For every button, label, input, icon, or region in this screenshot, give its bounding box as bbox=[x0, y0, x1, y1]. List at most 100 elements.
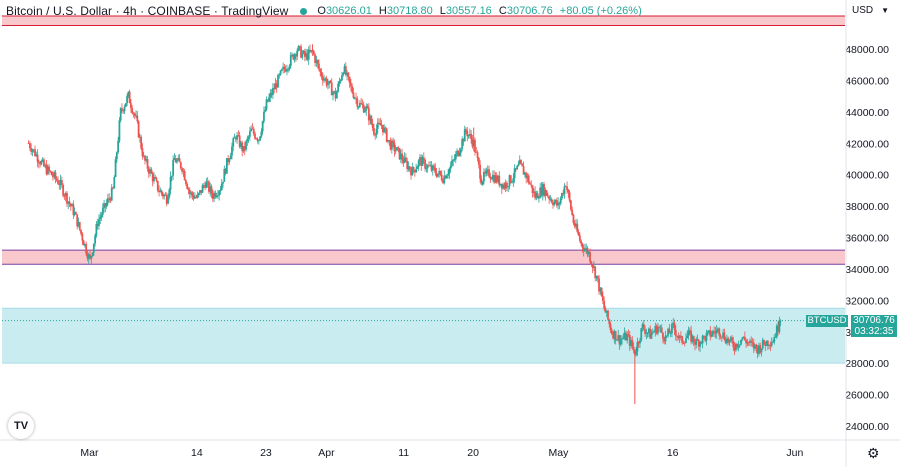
candle-body bbox=[442, 180, 444, 184]
candle-body bbox=[651, 332, 654, 334]
candle-body bbox=[374, 134, 377, 136]
candle-body bbox=[541, 184, 544, 196]
candle-body bbox=[48, 166, 50, 171]
candle-body bbox=[101, 208, 104, 215]
candle-body bbox=[216, 195, 219, 197]
candle-body bbox=[291, 54, 293, 56]
currency-label: USD bbox=[852, 5, 874, 16]
candle-body bbox=[500, 183, 503, 189]
candle-body bbox=[394, 150, 397, 152]
candle-body bbox=[765, 340, 768, 346]
candle-body bbox=[34, 149, 36, 156]
candle-body bbox=[671, 323, 673, 334]
x-tick-label: 14 bbox=[191, 447, 203, 459]
candle-body bbox=[708, 330, 710, 332]
candle-body bbox=[187, 188, 190, 191]
candle-body bbox=[278, 74, 281, 76]
candle-body bbox=[531, 185, 534, 193]
candle-body bbox=[334, 91, 337, 99]
candle-body bbox=[416, 166, 419, 169]
y-tick-label: 42000.00 bbox=[845, 138, 889, 150]
candle-body bbox=[257, 140, 260, 142]
candle-body bbox=[723, 332, 726, 340]
candle-body bbox=[94, 235, 97, 244]
candle-body bbox=[227, 158, 230, 162]
candle-body bbox=[645, 332, 648, 334]
market-status-icon bbox=[300, 7, 308, 15]
candle-body bbox=[425, 168, 428, 170]
candle-body bbox=[619, 339, 622, 345]
candle-body bbox=[726, 338, 728, 344]
candle-body bbox=[594, 266, 597, 279]
candle-body bbox=[399, 153, 402, 160]
candle-body bbox=[695, 339, 698, 345]
candle-body bbox=[104, 203, 107, 207]
candle-body bbox=[229, 155, 232, 160]
candle-body bbox=[673, 322, 676, 330]
candle-body bbox=[499, 183, 502, 186]
candle-body bbox=[259, 136, 262, 141]
candle-body bbox=[642, 324, 645, 330]
candle-body bbox=[312, 51, 315, 55]
candle-body bbox=[293, 54, 296, 60]
candle-body bbox=[558, 202, 561, 204]
candle-body bbox=[465, 129, 467, 131]
candle-body bbox=[511, 181, 513, 183]
low-value: 30557.16 bbox=[445, 5, 492, 17]
candle-body bbox=[46, 166, 49, 175]
candle-body bbox=[27, 143, 30, 145]
candle-body bbox=[164, 194, 167, 196]
candle-body bbox=[596, 275, 599, 279]
candle-body bbox=[428, 165, 430, 167]
candle-body bbox=[457, 150, 460, 156]
candle-body bbox=[339, 80, 342, 82]
candle-body bbox=[471, 139, 474, 147]
currency-selector[interactable]: USD ▼ bbox=[852, 5, 889, 16]
candle-body bbox=[289, 55, 292, 66]
candle-body bbox=[576, 223, 579, 232]
candle-body bbox=[422, 157, 425, 160]
symbol-title[interactable]: Bitcoin / U.S. Dollar · 4h · COINBASE · … bbox=[6, 4, 289, 18]
gear-icon[interactable]: ⚙ bbox=[867, 445, 880, 461]
tradingview-logo[interactable]: TV bbox=[8, 413, 34, 439]
candle-body bbox=[572, 214, 575, 224]
candle-body bbox=[581, 243, 584, 248]
candle-body bbox=[351, 86, 354, 93]
candle-body bbox=[747, 342, 750, 344]
candle-body bbox=[406, 161, 409, 170]
candle-body bbox=[28, 143, 31, 149]
candle-body bbox=[622, 337, 625, 339]
candle-body bbox=[135, 115, 137, 117]
candle-body bbox=[169, 176, 172, 190]
candle-body bbox=[445, 175, 448, 179]
candle-body bbox=[222, 181, 224, 184]
candle-body bbox=[52, 175, 54, 177]
candle-body bbox=[659, 327, 662, 329]
candle-body bbox=[367, 108, 370, 121]
candle-body bbox=[623, 332, 626, 338]
candle-body bbox=[324, 78, 327, 80]
candle-body bbox=[223, 169, 226, 182]
candle-body bbox=[403, 157, 406, 163]
candle-body bbox=[127, 91, 130, 97]
candle-body bbox=[326, 83, 329, 86]
candle-body bbox=[57, 180, 59, 185]
candle-body bbox=[30, 148, 33, 152]
candle-body bbox=[512, 178, 515, 182]
candle-body bbox=[476, 152, 479, 158]
candle-body bbox=[607, 310, 609, 320]
candle-body bbox=[686, 335, 689, 339]
candle-body bbox=[305, 53, 308, 57]
candle-body bbox=[168, 189, 171, 198]
candle-body bbox=[770, 342, 773, 346]
x-tick-label: Apr bbox=[318, 447, 335, 459]
candle-body bbox=[210, 186, 213, 194]
candle-body bbox=[746, 342, 749, 344]
candle-body bbox=[774, 336, 777, 338]
candle-body bbox=[389, 141, 392, 150]
candle-body bbox=[491, 175, 494, 180]
candle-body bbox=[358, 103, 361, 107]
candle-body bbox=[600, 287, 603, 297]
